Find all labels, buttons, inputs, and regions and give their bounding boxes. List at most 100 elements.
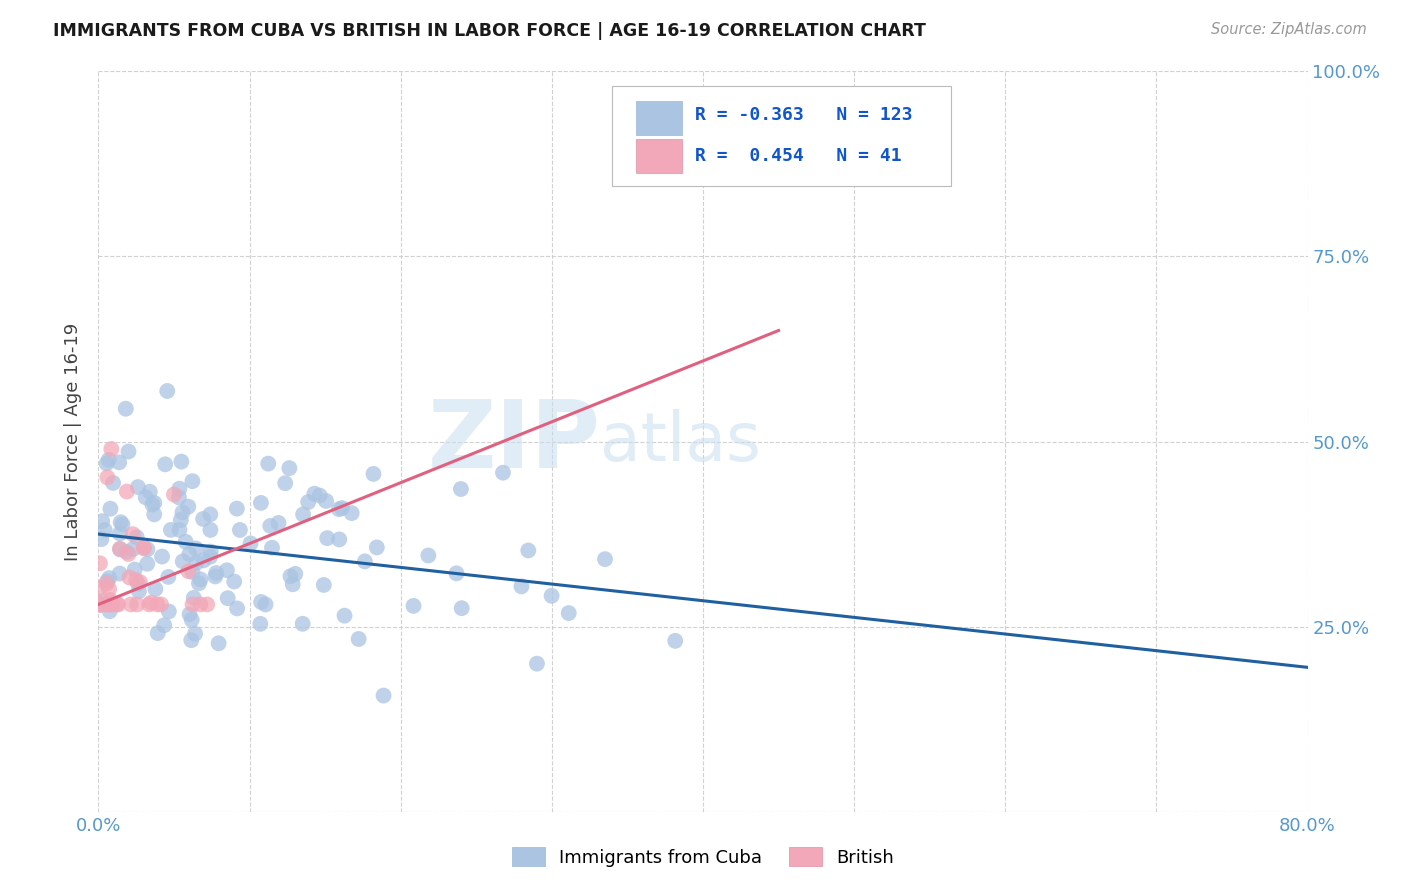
Point <box>136 557 159 571</box>
Point <box>304 486 326 500</box>
Point <box>257 457 280 471</box>
Point <box>280 569 302 583</box>
Point <box>90 594 112 608</box>
Text: ZIP: ZIP <box>427 395 600 488</box>
Point <box>316 531 339 545</box>
Point <box>557 606 579 620</box>
Point <box>510 579 533 593</box>
Point <box>170 454 193 468</box>
Point <box>89 598 111 612</box>
Point <box>354 554 377 568</box>
Point <box>190 598 212 612</box>
Point <box>278 461 301 475</box>
Point <box>90 598 112 612</box>
Point <box>138 598 160 612</box>
Point <box>254 598 277 612</box>
Point <box>169 523 191 537</box>
Point <box>108 566 131 581</box>
Point <box>143 508 166 522</box>
Y-axis label: In Labor Force | Age 16-19: In Labor Force | Age 16-19 <box>65 322 83 561</box>
Point <box>450 601 472 615</box>
Point <box>312 578 335 592</box>
Point <box>184 626 207 640</box>
Point <box>146 598 169 612</box>
Point <box>93 523 115 537</box>
Point <box>117 444 139 458</box>
Point <box>91 514 114 528</box>
Point <box>89 598 111 612</box>
FancyBboxPatch shape <box>637 101 682 135</box>
Point <box>204 569 226 583</box>
Point <box>122 541 145 556</box>
Point <box>127 480 149 494</box>
Point <box>89 598 111 612</box>
Point <box>188 576 211 591</box>
Point <box>160 523 183 537</box>
Text: Source: ZipAtlas.com: Source: ZipAtlas.com <box>1211 22 1367 37</box>
Point <box>156 384 179 398</box>
Point <box>100 501 122 516</box>
Point <box>205 566 228 580</box>
Point <box>229 523 252 537</box>
Point <box>150 549 173 564</box>
Point <box>250 496 273 510</box>
Point <box>200 523 222 537</box>
Point <box>89 557 111 571</box>
FancyBboxPatch shape <box>613 87 950 186</box>
Point <box>135 490 157 504</box>
Point <box>89 598 111 612</box>
Point <box>267 516 290 530</box>
Point <box>114 401 136 416</box>
Point <box>141 498 163 512</box>
Point <box>157 604 180 618</box>
Point <box>292 508 315 522</box>
Text: R = -0.363   N = 123: R = -0.363 N = 123 <box>695 106 912 124</box>
Point <box>98 593 121 607</box>
Text: R =  0.454   N = 41: R = 0.454 N = 41 <box>695 146 901 165</box>
Point <box>101 598 124 612</box>
Point <box>291 616 314 631</box>
Text: atlas: atlas <box>600 409 761 475</box>
Point <box>125 530 148 544</box>
Point <box>157 570 180 584</box>
Point <box>418 549 440 563</box>
Point <box>593 552 616 566</box>
Point <box>198 549 221 564</box>
Point <box>139 484 162 499</box>
Point <box>108 526 131 541</box>
Point <box>274 476 297 491</box>
Point <box>177 564 200 578</box>
Point <box>193 553 215 567</box>
Point <box>239 536 262 550</box>
Point <box>249 616 271 631</box>
Point <box>179 607 201 622</box>
Point <box>308 489 330 503</box>
Point <box>98 604 121 618</box>
Point <box>108 542 131 557</box>
Point <box>98 571 121 585</box>
Point <box>101 475 124 490</box>
Point <box>174 534 197 549</box>
Point <box>118 570 141 584</box>
Point <box>172 554 194 568</box>
Point <box>128 584 150 599</box>
Point <box>225 501 247 516</box>
Point <box>330 501 353 516</box>
Point <box>328 533 350 547</box>
Point <box>94 598 117 612</box>
Point <box>169 482 191 496</box>
Point <box>129 575 152 590</box>
Legend: Immigrants from Cuba, British: Immigrants from Cuba, British <box>505 840 901 874</box>
Point <box>259 519 281 533</box>
Point <box>333 608 356 623</box>
Point <box>125 573 148 587</box>
Point <box>200 544 222 558</box>
Point <box>190 573 212 587</box>
Point <box>89 598 111 612</box>
Point <box>96 598 118 612</box>
Point <box>328 502 350 516</box>
Point <box>143 496 166 510</box>
Text: IMMIGRANTS FROM CUBA VS BRITISH IN LABOR FORCE | AGE 16-19 CORRELATION CHART: IMMIGRANTS FROM CUBA VS BRITISH IN LABOR… <box>53 22 927 40</box>
Point <box>172 505 194 519</box>
Point <box>224 574 246 589</box>
